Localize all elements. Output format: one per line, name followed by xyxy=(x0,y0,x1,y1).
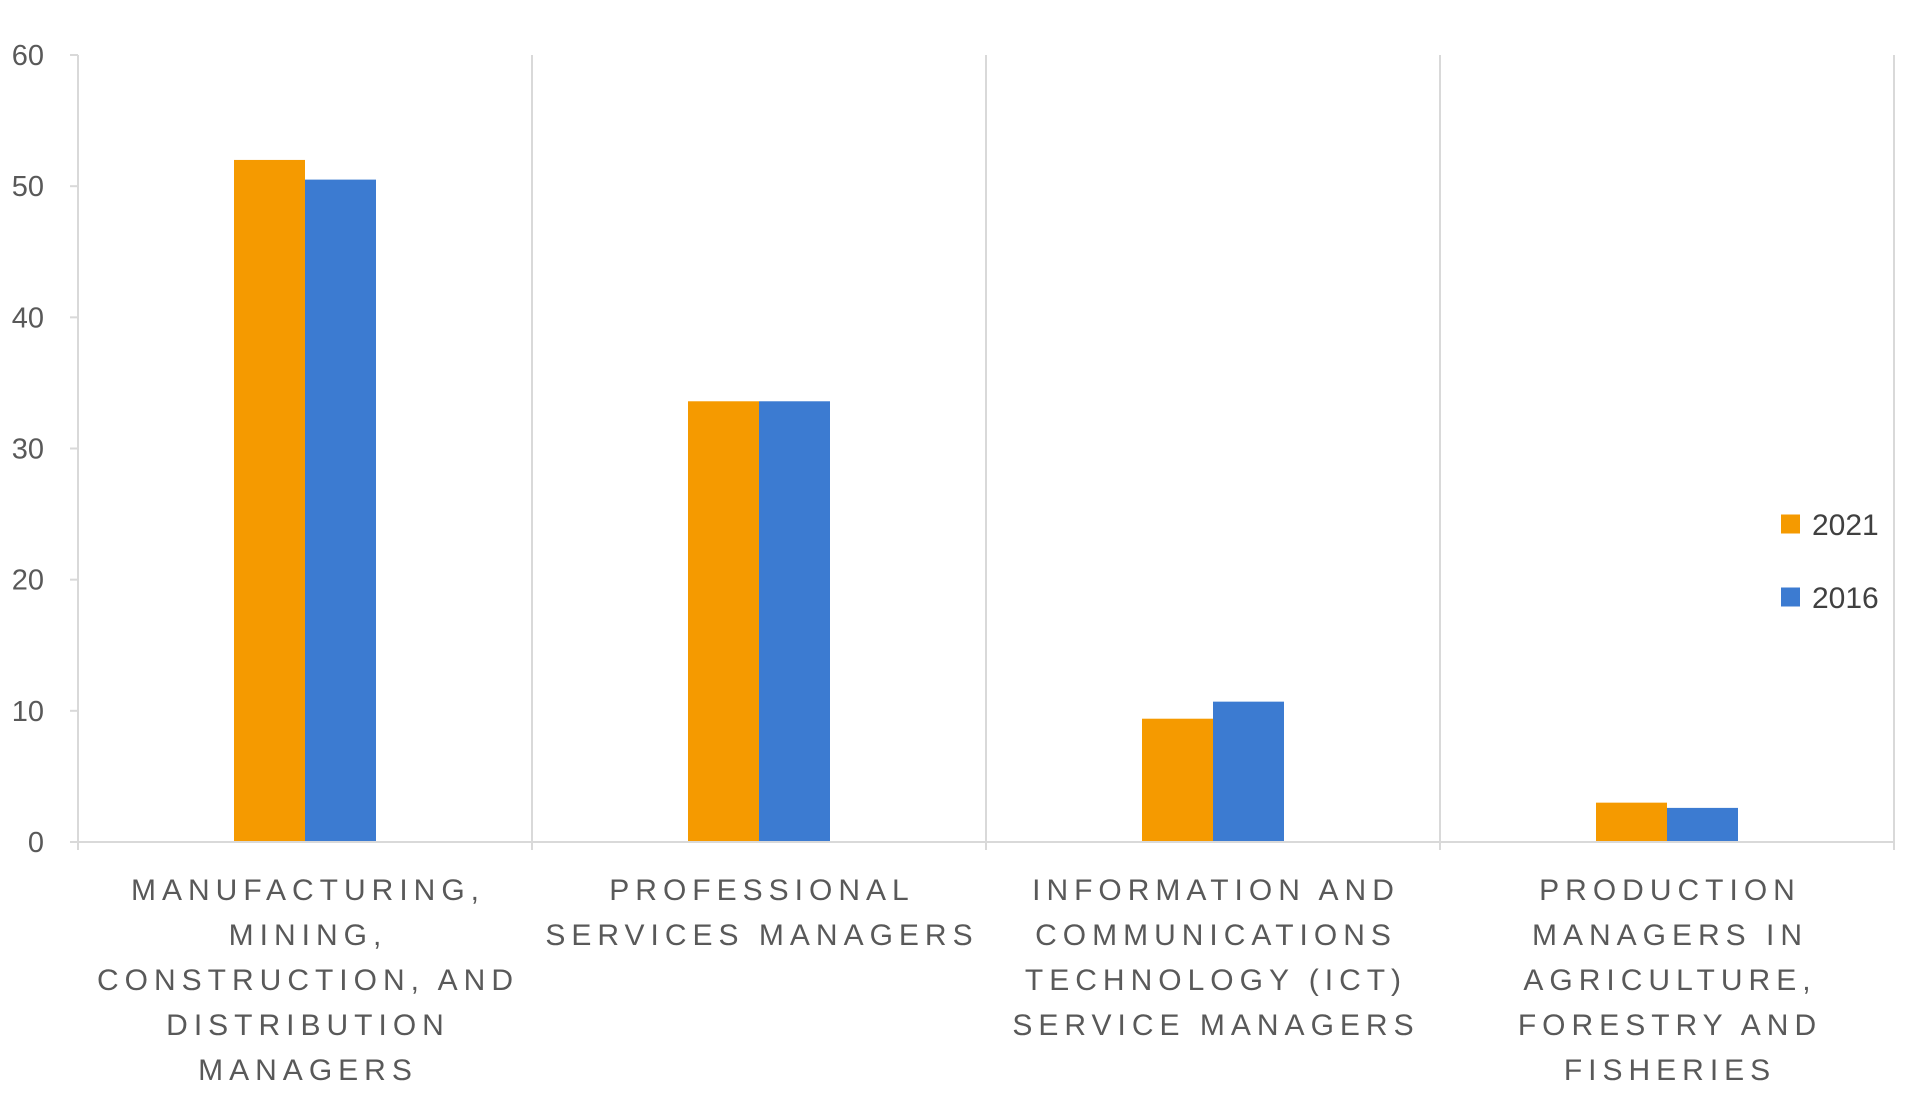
y-axis-ticks: 0 10 20 30 40 50 60 xyxy=(12,40,78,859)
y-tick-label: 20 xyxy=(12,565,44,597)
x-category-label: INFORMATION AND COMMUNICATIONS TECHNOLOGY … xyxy=(1012,874,1419,1042)
legend: 2021 2016 xyxy=(1781,509,1879,615)
bars xyxy=(234,159,1738,842)
bar-2021-2 xyxy=(1142,718,1213,842)
bar-2016-2 xyxy=(1213,701,1284,842)
y-tick-label: 50 xyxy=(12,171,44,203)
x-category-label: PRODUCTION MANAGERS IN AGRICULTURE, FORESTR… xyxy=(1518,874,1822,1087)
legend-label-2016: 2016 xyxy=(1812,582,1879,615)
bar-2021-1 xyxy=(688,401,759,842)
gridlines xyxy=(77,55,1895,850)
bar-2016-0 xyxy=(305,179,376,842)
bar-2016-3 xyxy=(1667,807,1738,842)
y-tick-label: 0 xyxy=(28,827,44,859)
y-tick-label: 30 xyxy=(12,434,44,466)
bar-2021-0 xyxy=(234,159,305,842)
x-category-label: PROFESSIONAL SERVICES MANAGERS xyxy=(545,874,978,952)
legend-swatch-2021 xyxy=(1781,514,1800,534)
y-tick-label: 60 xyxy=(12,40,44,72)
y-tick-label: 40 xyxy=(12,302,44,334)
x-axis-category-labels: MANUFACTURING, MINING, CONSTRUCTION, AND DI… xyxy=(97,874,1822,1087)
legend-swatch-2016 xyxy=(1781,587,1800,607)
y-tick-label: 10 xyxy=(12,696,44,728)
x-category-label: MANUFACTURING, MINING, CONSTRUCTION, AND DI… xyxy=(97,874,519,1087)
bar-2016-1 xyxy=(759,401,830,842)
legend-label-2021: 2021 xyxy=(1812,509,1879,542)
bar-2021-3 xyxy=(1596,802,1667,842)
